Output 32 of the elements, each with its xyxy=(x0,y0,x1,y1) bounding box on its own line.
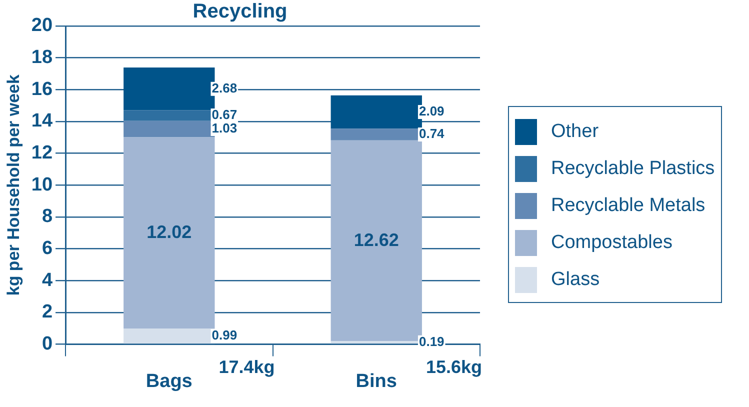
legend-label: Other xyxy=(551,120,599,142)
y-tick-label: 20 xyxy=(31,15,53,36)
y-tick-label: 6 xyxy=(42,238,53,259)
legend-label: Recyclable Plastics xyxy=(551,158,715,180)
data-label: 12.62 xyxy=(354,230,399,250)
total-label: 15.6kg xyxy=(426,357,482,378)
legend-label: Compostables xyxy=(551,232,672,254)
legend-label: Glass xyxy=(551,268,600,290)
data-label: 0.19 xyxy=(418,334,444,349)
data-label: 0.67 xyxy=(212,107,238,122)
y-tick-label: 14 xyxy=(31,110,53,132)
x-tick-label: Bags xyxy=(146,370,192,392)
data-label: 0.99 xyxy=(212,328,238,343)
data-label: 2.68 xyxy=(212,80,238,96)
data-label: 2.09 xyxy=(418,104,444,119)
data-label: 12.02 xyxy=(146,222,192,242)
bar xyxy=(124,137,215,328)
data-label: 1.03 xyxy=(212,120,238,136)
chart-title: Recycling xyxy=(192,0,288,23)
legend-label: Recyclable Metals xyxy=(551,194,706,216)
y-tick-label: 16 xyxy=(31,78,53,100)
y-tick-label: 10 xyxy=(31,174,53,196)
x-tick-label: Bins xyxy=(356,370,397,392)
y-axis-title: kg per Household per week xyxy=(4,74,23,296)
y-tick-label: 0 xyxy=(42,333,53,354)
y-tick-label: 18 xyxy=(31,47,53,68)
data-label: 0.74 xyxy=(418,126,446,142)
y-tick-label: 8 xyxy=(42,206,53,228)
total-label: 17.4kg xyxy=(218,357,275,378)
y-tick-label: 12 xyxy=(31,142,53,164)
y-tick-label: 4 xyxy=(42,270,53,291)
y-tick-label: 2 xyxy=(42,302,53,323)
